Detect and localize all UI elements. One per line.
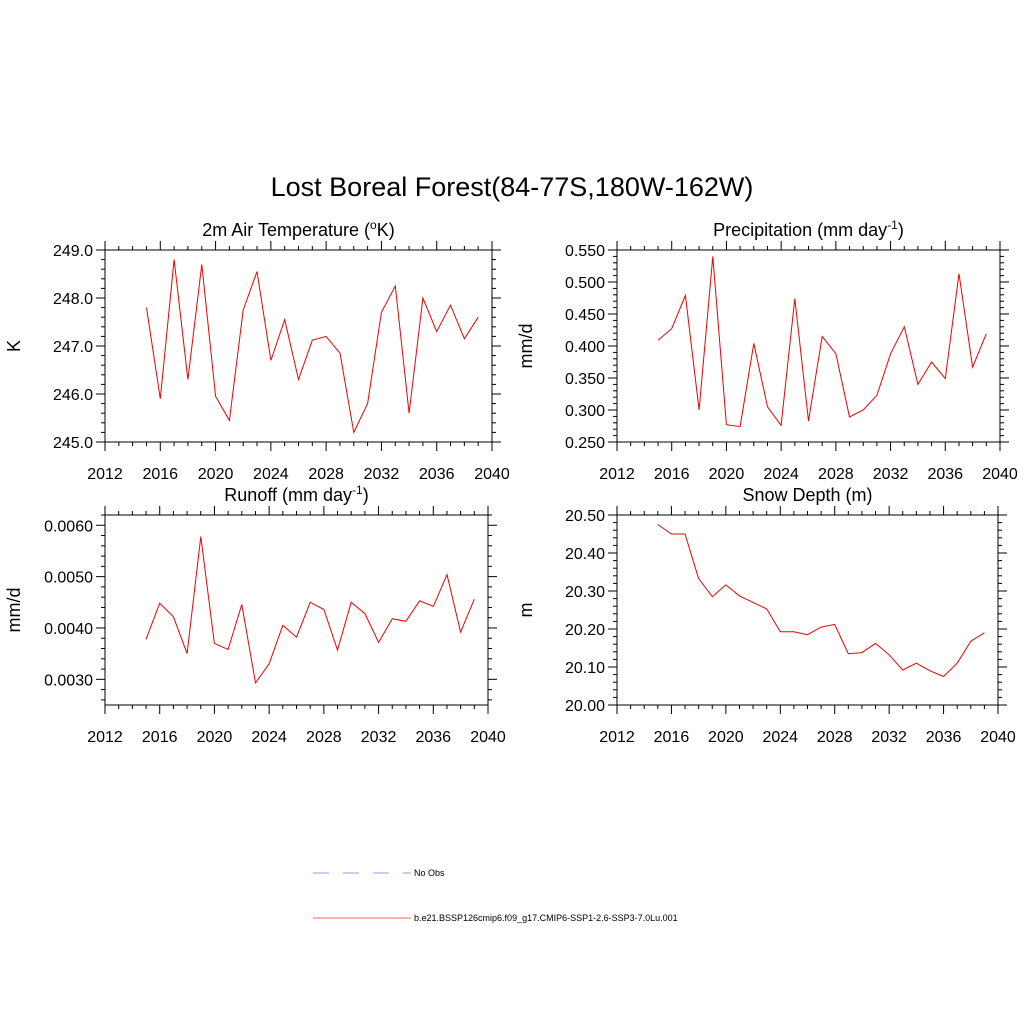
series-line-runoff [145,536,475,685]
x-tick-label: 2024 [251,729,287,746]
figure-title: Lost Boreal Forest(84-77S,180W-162W) [271,172,754,202]
y-tick-label: 246.0 [53,387,93,404]
y-axis-label: m [516,603,536,618]
y-tick-label: 20.20 [565,622,605,639]
chart-panels: 2m Air Temperature (oK) K 2012 2016 2020 2024… [4,218,1018,746]
y-tick-label: 20.10 [565,660,605,677]
x-tick-label: 2028 [817,729,853,746]
x-tick-label: 2024 [763,466,799,483]
y-tick-label: 0.0030 [44,672,93,689]
x-tick-label: 2040 [474,466,510,483]
y-tick-label: 0.0060 [44,518,93,535]
x-tick-label: 2032 [361,729,397,746]
y-tick-label: 0.0040 [44,621,93,638]
y-tick-label: 0.400 [565,339,605,356]
y-tick-label: 248.0 [53,291,93,308]
x-tick-label: 2036 [419,466,455,483]
series-line-precipitation [657,256,987,428]
x-tick-label: 2020 [709,466,745,483]
y-tick-label: 0.450 [565,307,605,324]
y-tick-label: 20.30 [565,584,605,601]
plot-frame [616,514,999,706]
x-tick-label: 2020 [198,466,234,483]
x-tick-label: 2028 [308,466,344,483]
x-tick-label: 2016 [654,466,690,483]
panel-title: Precipitation (mm day-1) [713,218,904,240]
legend-label-model-run: b.e21.BSSP126cmip6.f09_g17.CMIP6-SSP1-2.… [414,913,678,923]
y-axis-label: K [4,340,24,352]
y-tick-label: 20.50 [565,508,605,525]
chart-panel-temperature: 2m Air Temperature (oK) K 2012 2016 2020 2024… [4,218,510,483]
x-tick-label: 2020 [197,729,233,746]
x-tick-label: 2016 [654,729,690,746]
y-tick-label: 247.0 [53,339,93,356]
chart-panel-precipitation: Precipitation (mm day-1) mm/d 2012 2016 2020… [516,218,1018,483]
x-tick-label: 2016 [142,466,178,483]
x-tick-label: 2032 [871,729,907,746]
legend-label-no-obs: No Obs [414,868,445,878]
y-tick-label: 0.550 [565,243,605,260]
x-tick-label: 2032 [873,466,909,483]
x-tick-label: 2012 [599,466,635,483]
legend: No Obs b.e21.BSSP126cmip6.f09_g17.CMIP6-… [313,868,678,923]
plot-frame [104,514,489,706]
y-tick-label: 0.500 [565,275,605,292]
x-tick-label: 2028 [818,466,854,483]
x-tick-label: 2012 [87,466,123,483]
x-tick-label: 2040 [470,729,506,746]
chart-panel-runoff: Runoff (mm day-1) mm/d 2012 2016 2020 2024 202… [4,483,506,746]
x-tick-label: 2036 [926,729,962,746]
series-line-snow-depth [657,524,985,678]
y-axis-label: mm/d [516,324,536,369]
y-tick-label: 0.0050 [44,570,93,587]
panel-title: Runoff (mm day-1) [224,483,368,505]
x-tick-label: 2012 [87,729,123,746]
y-tick-label: 0.350 [565,371,605,388]
x-tick-label: 2040 [982,466,1018,483]
panel-title: 2m Air Temperature (oK) [202,218,394,240]
plot-frame [104,249,493,443]
x-tick-label: 2036 [927,466,963,483]
x-tick-label: 2032 [364,466,400,483]
x-tick-label: 2040 [980,729,1016,746]
y-tick-label: 245.0 [53,435,93,452]
x-tick-label: 2028 [306,729,342,746]
x-tick-label: 2020 [708,729,744,746]
x-tick-label: 2024 [762,729,798,746]
panel-title: Snow Depth (m) [742,485,872,505]
y-tick-label: 20.40 [565,546,605,563]
x-tick-label: 2012 [599,729,635,746]
x-tick-label: 2024 [253,466,289,483]
series-line-temperature [146,259,479,435]
y-tick-label: 0.300 [565,403,605,420]
y-tick-label: 249.0 [53,243,93,260]
y-tick-label: 0.250 [565,435,605,452]
x-tick-label: 2016 [142,729,178,746]
y-tick-label: 20.00 [565,698,605,715]
chart-panel-snow-depth: Snow Depth (m) m 2012 2016 2020 2024 2028 2032 2… [516,485,1016,746]
y-axis-label: mm/d [4,588,24,633]
plot-frame [616,249,1001,443]
x-tick-label: 2036 [415,729,451,746]
